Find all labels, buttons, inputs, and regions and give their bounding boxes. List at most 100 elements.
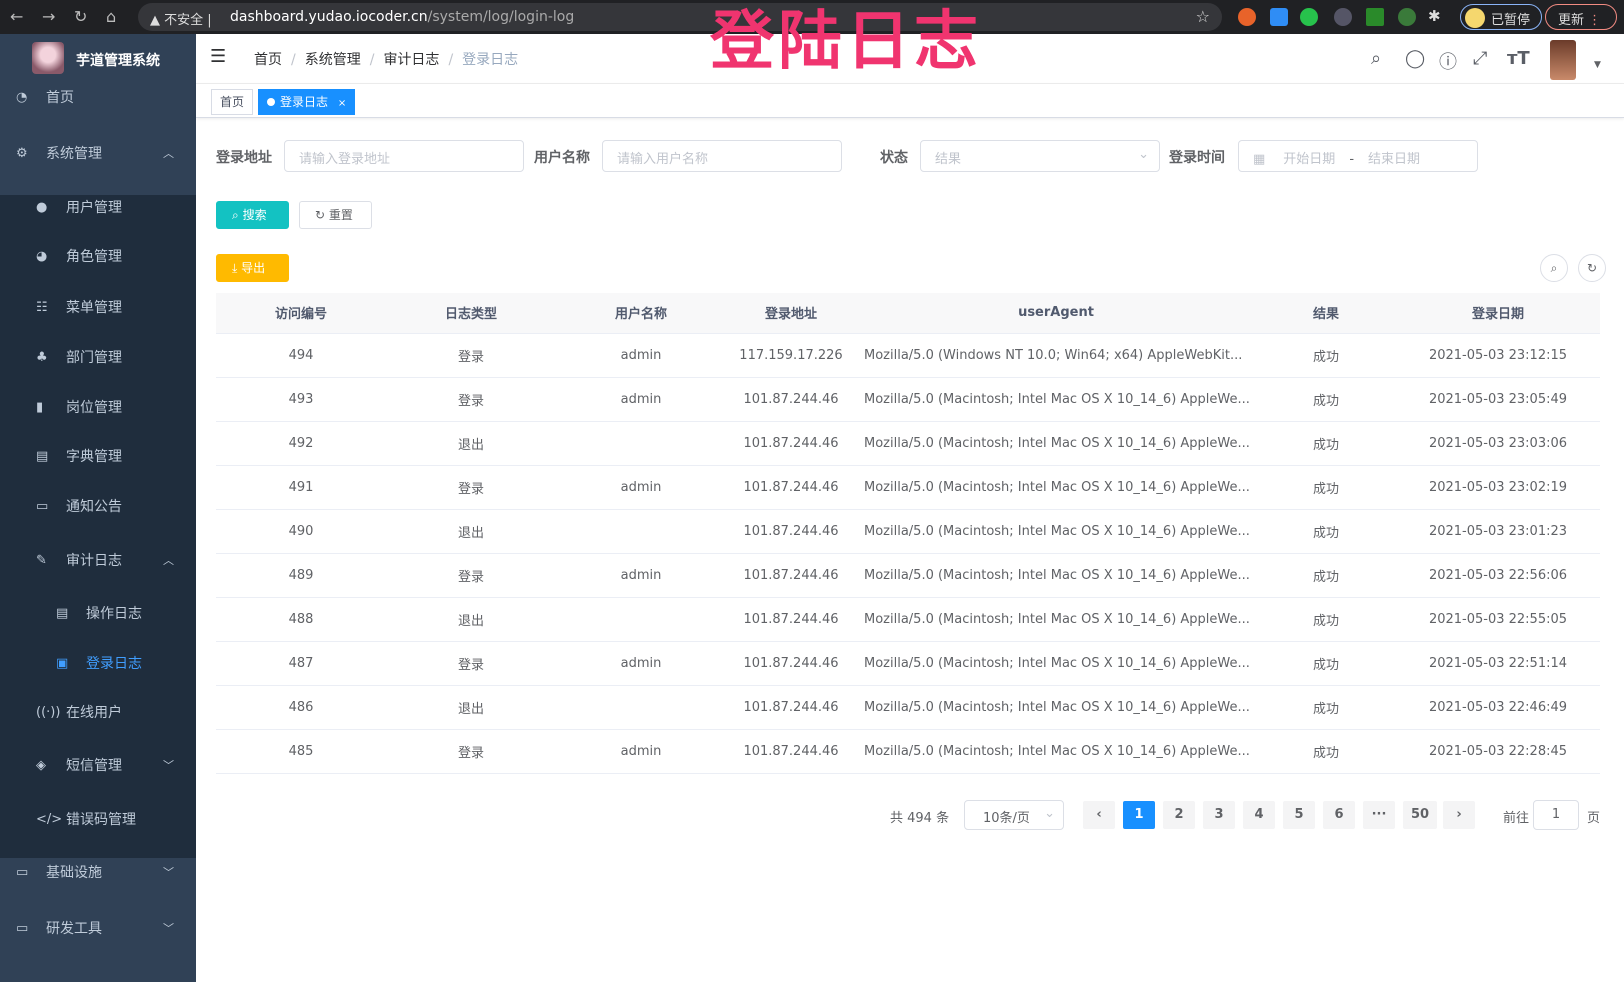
puzzle-icon[interactable]: ✱ (1428, 7, 1441, 25)
extension-icon[interactable] (1270, 8, 1288, 26)
sidebar-item-label: 岗位管理 (66, 400, 122, 416)
table-cell: 493 (216, 377, 386, 422)
prev-page-button[interactable]: ‹ (1083, 801, 1115, 829)
sidebar-item[interactable]: ✎ 审计日志 ︿ (0, 541, 196, 581)
github-icon[interactable]: ◯ (1405, 48, 1426, 69)
font-size-icon[interactable]: тT (1507, 48, 1530, 69)
hamburger-icon[interactable]: ☰ (210, 46, 227, 67)
date-range-picker[interactable]: ▦ 开始日期 - 结束日期 (1238, 140, 1478, 172)
page-button[interactable]: 5 (1283, 801, 1315, 829)
extension-icon[interactable] (1300, 8, 1318, 26)
sidebar-item[interactable]: ▤ 字典管理 (0, 437, 196, 477)
breadcrumb-item[interactable]: 审计日志 (383, 52, 440, 68)
help-icon[interactable]: ⓘ (1439, 52, 1457, 73)
sidebar-item[interactable]: ▮ 岗位管理 (0, 388, 196, 428)
table-cell: Mozilla/5.0 (Macintosh; Intel Mac OS X 1… (856, 641, 1256, 686)
table-cell (556, 685, 726, 730)
sidebar-item[interactable]: ((·)) 在线用户 (0, 693, 196, 733)
sidebar-item-label: 基础设施 (46, 865, 102, 881)
table-row[interactable]: 491 登录 admin 101.87.244.46 Mozilla/5.0 (Maci… (216, 465, 1600, 510)
username-input[interactable]: 请输入用户名称 (602, 140, 842, 172)
table-cell: admin (556, 465, 726, 510)
extension-icon[interactable] (1366, 8, 1384, 26)
bookmark-star-icon[interactable]: ☆ (1195, 7, 1210, 26)
caret-down-icon[interactable]: ▼ (1594, 60, 1601, 70)
sidebar-item[interactable]: ▤ 操作日志 (0, 594, 196, 634)
export-button[interactable]: ⤓ 导出 (216, 254, 289, 282)
profile-button[interactable]: 已暂停 (1460, 4, 1542, 30)
sidebar-item[interactable]: ▭ 基础设施 ﹀ (0, 853, 196, 893)
table-cell: Mozilla/5.0 (Macintosh; Intel Mac OS X 1… (856, 553, 1256, 598)
sidebar-item[interactable]: ◕ 角色管理 (0, 237, 196, 277)
download-icon: ⤓ (232, 261, 238, 275)
table-row[interactable]: 485 登录 admin 101.87.244.46 Mozilla/5.0 (Maci… (216, 729, 1600, 774)
forward-icon[interactable]: → (42, 7, 56, 26)
gear-icon: ⚙ (16, 146, 28, 161)
search-icon[interactable]: ⌕ (1371, 48, 1382, 69)
table-row[interactable]: 486 退出 101.87.244.46 Mozilla/5.0 (Macintosh… (216, 685, 1600, 730)
breadcrumb: 首页 / 系统管理 / 审计日志 / 登录日志 (254, 52, 519, 68)
table-cell: 2021-05-03 23:03:06 (1396, 421, 1600, 466)
table-cell: Mozilla/5.0 (Windows NT 10.0; Win64; x64… (856, 333, 1256, 378)
breadcrumb-item[interactable]: 首页 (254, 52, 282, 68)
toggle-search-button[interactable]: ⌕ (1540, 254, 1568, 282)
sidebar-item[interactable]: ◔ 首页 (0, 78, 196, 118)
sidebar-item[interactable]: ☷ 菜单管理 (0, 288, 196, 328)
refresh-table-button[interactable]: ↻ (1578, 254, 1606, 282)
sidebar-item[interactable]: ▭ 通知公告 (0, 487, 196, 527)
sidebar-item[interactable]: ⚙ 系统管理 ︿ (0, 134, 196, 174)
user-icon: ● (36, 200, 48, 215)
page-button[interactable]: 2 (1163, 801, 1195, 829)
navbar: ☰ 首页 / 系统管理 / 审计日志 / 登录日志 ⌕ ◯ ⓘ ⤢ тT ▼ (196, 34, 1624, 84)
table-row[interactable]: 490 退出 101.87.244.46 Mozilla/5.0 (Macintosh… (216, 509, 1600, 554)
page-size-select[interactable]: 10条/页 ⌄ (964, 800, 1064, 830)
address-input[interactable]: 请输入登录地址 (284, 140, 524, 172)
sidebar-item[interactable]: ● 用户管理 (0, 188, 196, 228)
sidebar-item[interactable]: ♣ 部门管理 (0, 338, 196, 378)
extension-icon[interactable] (1398, 8, 1416, 26)
back-icon[interactable]: ← (10, 7, 24, 26)
update-button[interactable]: 更新 ⋮ (1545, 4, 1617, 30)
table-row[interactable]: 487 登录 admin 101.87.244.46 Mozilla/5.0 (Maci… (216, 641, 1600, 686)
user-avatar[interactable] (1550, 40, 1576, 80)
sidebar-item[interactable]: ◈ 短信管理 ﹀ (0, 746, 196, 786)
status-select[interactable]: 结果 ⌄ (920, 140, 1160, 172)
extension-icon[interactable] (1238, 8, 1256, 26)
table-cell: 494 (216, 333, 386, 378)
page-button[interactable]: 1 (1123, 801, 1155, 829)
table-row[interactable]: 492 退出 101.87.244.46 Mozilla/5.0 (Macintosh… (216, 421, 1600, 466)
calendar-icon: ▦ (1253, 152, 1266, 167)
page-button[interactable]: 4 (1243, 801, 1275, 829)
table-row[interactable]: 489 登录 admin 101.87.244.46 Mozilla/5.0 (Maci… (216, 553, 1600, 598)
table-cell: 成功 (1256, 553, 1396, 598)
sidebar-item[interactable]: </> 错误码管理 (0, 800, 196, 840)
table-cell: 成功 (1256, 729, 1396, 774)
sidebar-item[interactable]: ▣ 登录日志 (0, 644, 196, 684)
fullscreen-icon[interactable]: ⤢ (1473, 48, 1488, 69)
goto-page-input[interactable]: 1 (1533, 800, 1579, 830)
tag-login-log[interactable]: 登录日志 × (258, 89, 356, 115)
close-icon[interactable]: × (337, 98, 347, 109)
table-cell: 490 (216, 509, 386, 554)
table-row[interactable]: 494 登录 admin 117.159.17.226 Mozilla/5.0 (Win… (216, 333, 1600, 378)
tag-home[interactable]: 首页 (211, 89, 254, 115)
extension-icon[interactable] (1334, 8, 1352, 26)
table-row[interactable]: 493 登录 admin 101.87.244.46 Mozilla/5.0 (Maci… (216, 377, 1600, 422)
page-button[interactable]: 3 (1203, 801, 1235, 829)
breadcrumb-item[interactable]: 系统管理 (304, 52, 361, 68)
search-button[interactable]: ⌕ 搜索 (216, 201, 289, 229)
page-button[interactable]: 50 (1403, 801, 1437, 829)
address-bar[interactable]: ▲ 不安全 | dashboard.yudao.iocoder.cn/syste… (138, 3, 1222, 31)
reload-icon[interactable]: ↻ (74, 7, 88, 26)
profile-avatar (1465, 8, 1485, 28)
sidebar-item[interactable]: ▭ 研发工具 ﹀ (0, 909, 196, 949)
next-page-button[interactable]: › (1443, 801, 1475, 829)
page-button[interactable]: ··· (1363, 801, 1395, 829)
table-cell: 成功 (1256, 421, 1396, 466)
page-button[interactable]: 6 (1323, 801, 1355, 829)
home-icon[interactable]: ⌂ (106, 7, 117, 26)
sidebar-item-label: 部门管理 (66, 350, 122, 366)
peoples-icon: ◕ (36, 249, 48, 264)
reset-button[interactable]: ↻ 重置 (299, 201, 372, 229)
table-row[interactable]: 488 退出 101.87.244.46 Mozilla/5.0 (Macintosh… (216, 597, 1600, 642)
